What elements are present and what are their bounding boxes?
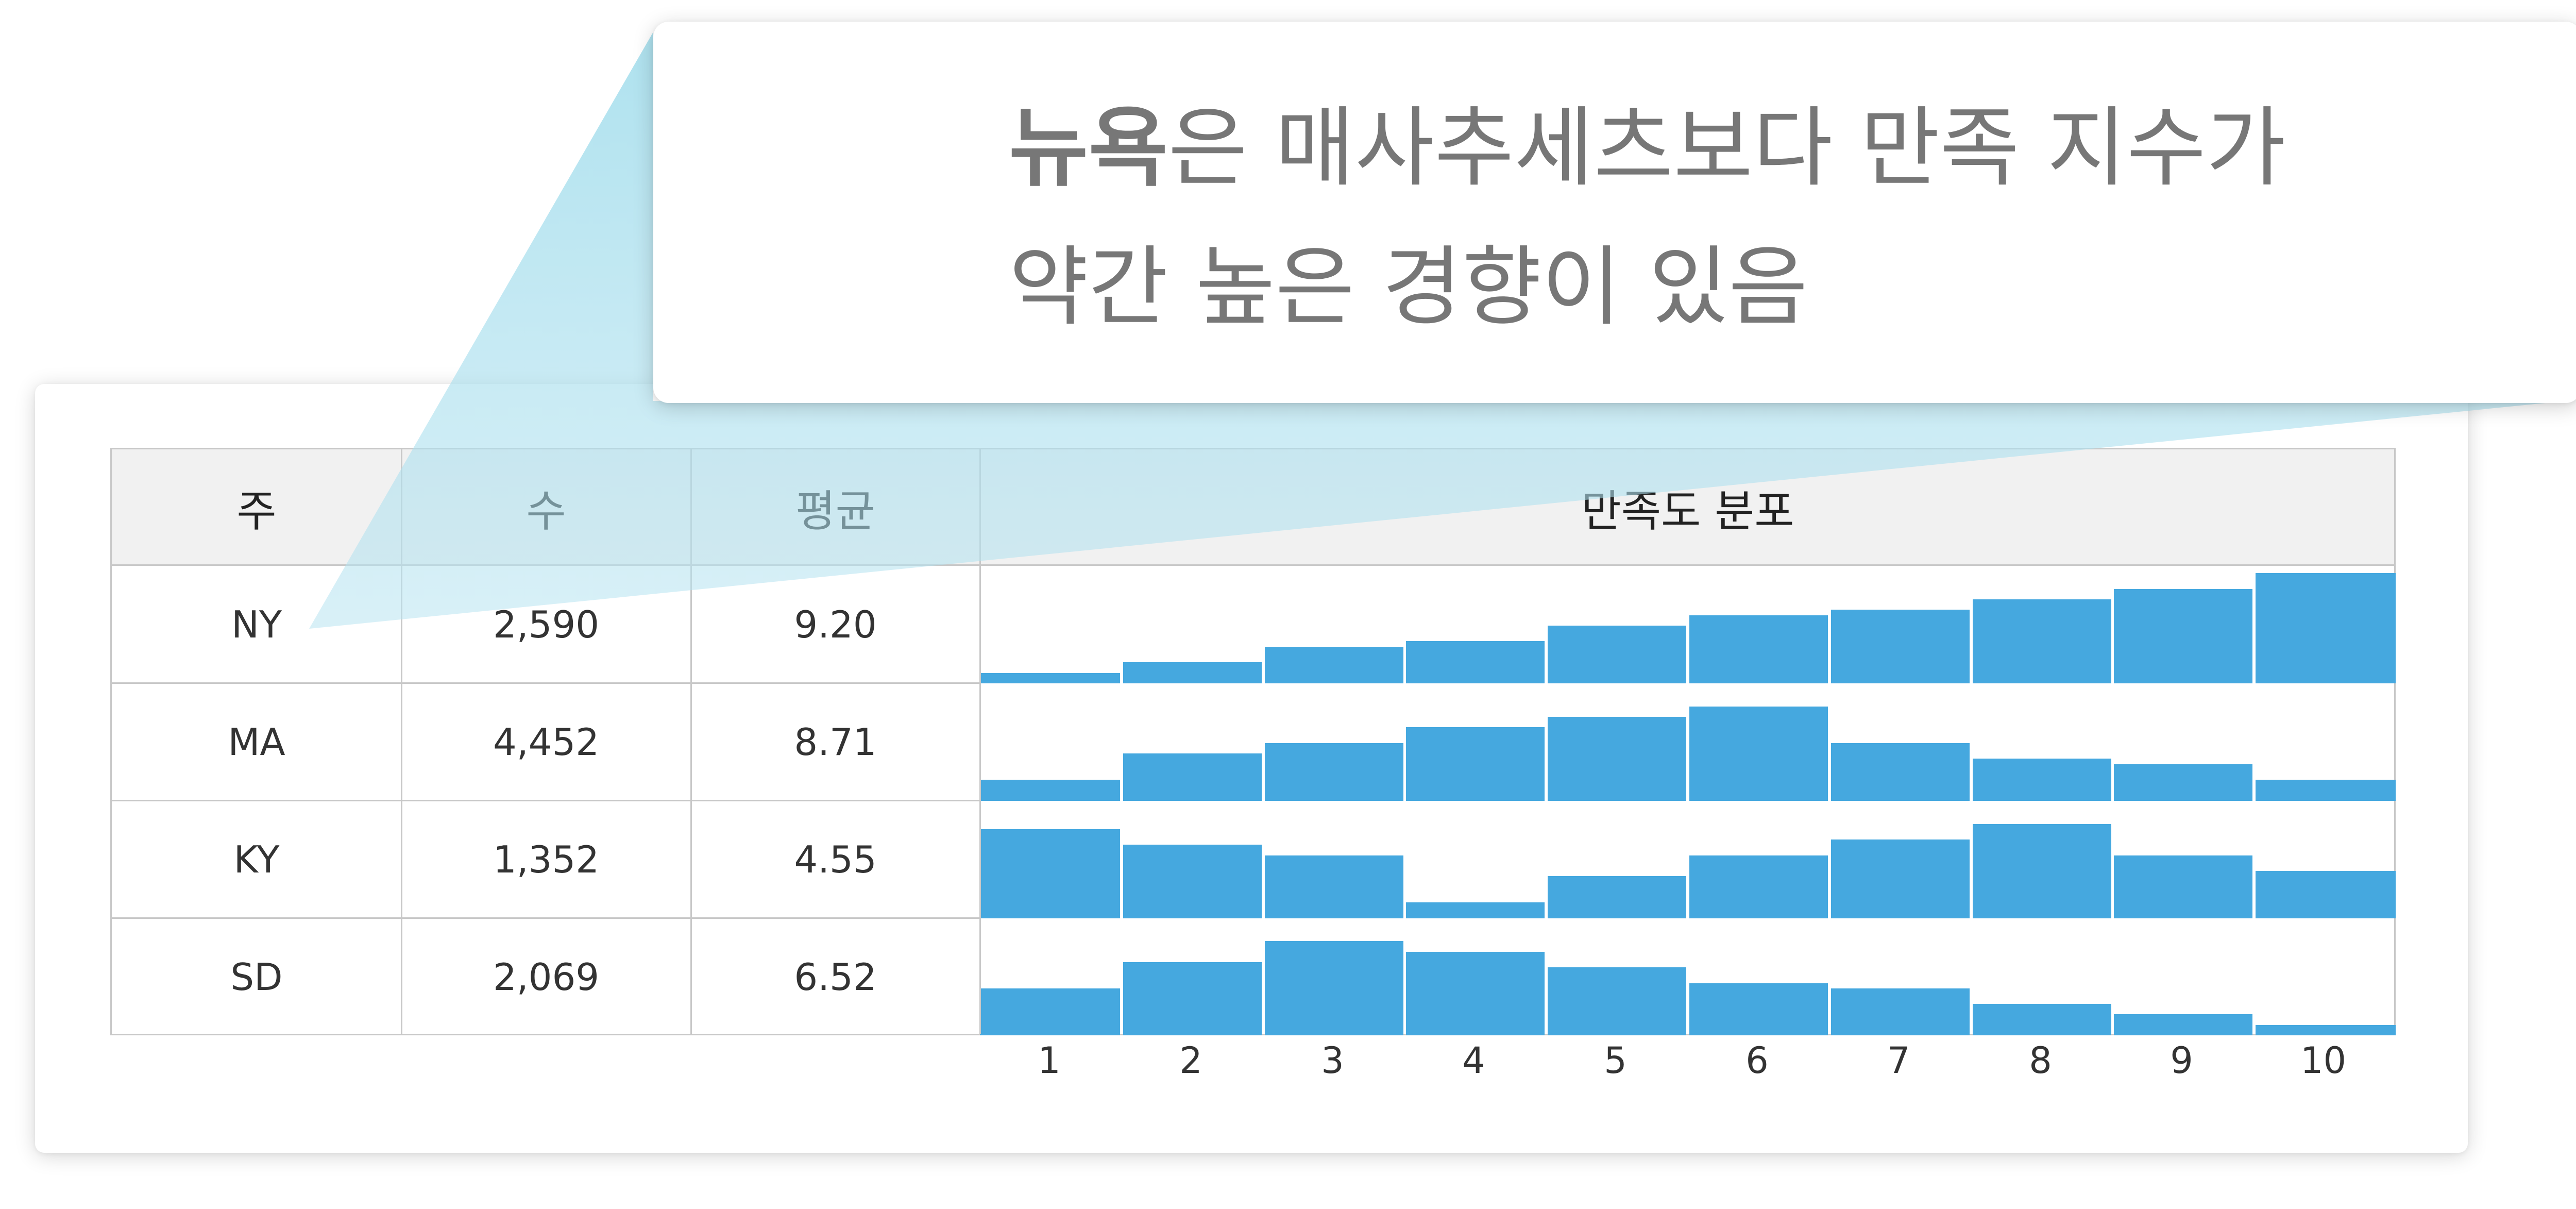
histogram-bar (1689, 983, 1828, 1035)
histogram-bar (1123, 753, 1262, 801)
header-distribution: 만족도 분포 (1581, 485, 1794, 536)
histogram-bar (980, 988, 1120, 1035)
histogram-bar (980, 829, 1120, 918)
column-divider (401, 449, 402, 1034)
histogram-bar (1831, 610, 1970, 683)
insight-callout: 뉴욕은 매사추세츠보다 만족 지수가 약간 높은 경향이 있음 (653, 22, 2576, 403)
x-tick-label: 7 (1887, 1039, 1910, 1082)
histogram-bar (1548, 876, 1686, 918)
histogram-bar (1689, 615, 1828, 683)
histogram-bar (1265, 855, 1403, 918)
row-divider (112, 800, 980, 801)
histogram-bar (1831, 988, 1970, 1035)
histogram-bar (1123, 845, 1262, 918)
column-divider (690, 449, 692, 1034)
satisfaction-table: 주 수 평균 만족도 분포 NY 2,590 9.20 MA 4,452 8.7… (110, 448, 2396, 1035)
histogram-bar (1265, 743, 1403, 801)
histogram-bar (1123, 662, 1262, 683)
histogram-bar (2256, 1025, 2396, 1035)
histogram-bar (2114, 1014, 2252, 1035)
histogram-bar (1973, 759, 2111, 801)
histogram-ky (980, 801, 2396, 918)
row-divider (112, 917, 980, 919)
histogram-bar (1973, 1004, 2111, 1035)
x-tick-label: 2 (1179, 1039, 1202, 1082)
table-card: 주 수 평균 만족도 분포 NY 2,590 9.20 MA 4,452 8.7… (35, 384, 2468, 1153)
histogram-bar (1973, 599, 2111, 683)
histogram-bar (2114, 764, 2252, 801)
cell-mean: 8.71 (794, 720, 877, 764)
histogram-bar (980, 673, 1120, 683)
callout-text: 뉴욕은 매사추세츠보다 만족 지수가 약간 높은 경향이 있음 (1009, 78, 2503, 357)
cell-mean: 6.52 (794, 955, 877, 999)
histogram-ny (980, 566, 2396, 683)
cell-state: MA (228, 720, 285, 764)
x-tick-label: 8 (2029, 1039, 2052, 1082)
histogram-ma (980, 683, 2396, 801)
histogram-bar (1265, 647, 1403, 683)
histogram-bar (1548, 717, 1686, 801)
header-mean: 평균 (795, 485, 875, 536)
histogram-bar (1406, 952, 1545, 1035)
header-state: 주 (236, 485, 277, 536)
histogram-bar (2114, 589, 2252, 683)
x-tick-label: 3 (1321, 1039, 1344, 1082)
histogram-bar (1831, 743, 1970, 801)
cell-count: 2,069 (493, 955, 600, 999)
cell-count: 1,352 (493, 838, 600, 881)
histogram-bar (1406, 641, 1545, 683)
histogram-sd (980, 918, 2396, 1035)
cell-count: 4,452 (493, 720, 600, 764)
x-tick-label: 10 (2300, 1039, 2347, 1082)
callout-highlight: 뉴욕 (1009, 97, 1168, 198)
x-tick-label: 9 (2170, 1039, 2193, 1082)
callout-line-2: 약간 높은 경향이 있음 (1009, 237, 1808, 338)
histogram-bar (1406, 902, 1545, 918)
x-tick-label: 1 (1038, 1039, 1061, 1082)
histogram-bar (1689, 855, 1828, 918)
column-divider (979, 449, 981, 1034)
cell-state: SD (230, 955, 283, 999)
histogram-bar (1973, 824, 2111, 918)
histogram-bar (1689, 707, 1828, 801)
histogram-bar (2114, 855, 2252, 918)
callout-line-1: 뉴욕은 매사추세츠보다 만족 지수가 (1009, 78, 2503, 217)
histogram-bar (2256, 871, 2396, 918)
row-divider (112, 682, 980, 684)
cell-state: KY (233, 838, 280, 881)
x-tick-label: 5 (1604, 1039, 1627, 1082)
histogram-bar (980, 780, 1120, 801)
histogram-bar (1265, 941, 1403, 1035)
callout-line-1-rest: 은 매사추세츠보다 만족 지수가 (1168, 97, 2286, 198)
cell-state: NY (231, 603, 282, 646)
cell-mean: 4.55 (794, 838, 877, 881)
histogram-bar (1123, 962, 1262, 1035)
histogram-bar (2256, 780, 2396, 801)
cell-mean: 9.20 (794, 603, 877, 646)
header-count: 수 (526, 485, 566, 536)
x-tick-label: 4 (1462, 1039, 1485, 1082)
histogram-bar (1831, 839, 1970, 918)
histogram-bar (2256, 573, 2396, 683)
histogram-bar (1548, 626, 1686, 683)
histogram-bar (1548, 967, 1686, 1035)
x-tick-label: 6 (1745, 1039, 1769, 1082)
cell-count: 2,590 (493, 603, 600, 646)
histogram-bar (1406, 727, 1545, 801)
